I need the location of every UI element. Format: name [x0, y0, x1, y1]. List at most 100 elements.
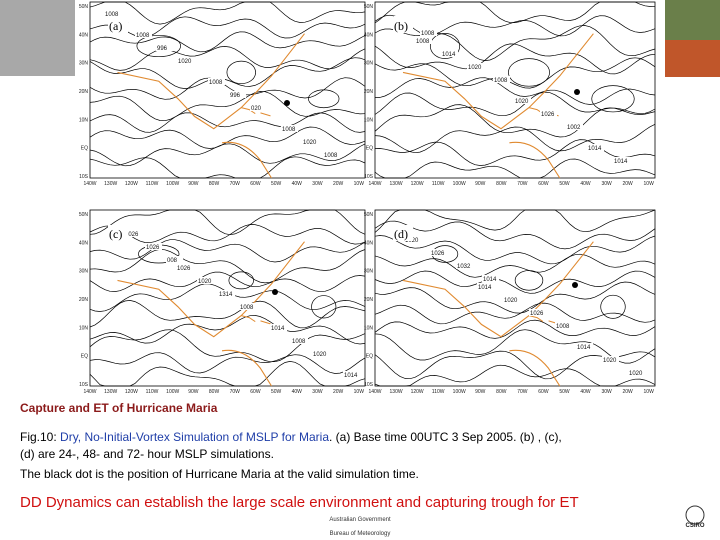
coastline [402, 33, 594, 130]
label-bg [602, 356, 619, 363]
caption-highlight: Dry, No-Initial-Vortex Simulation of MSL… [60, 430, 329, 444]
contour-label: 1026 [146, 245, 160, 251]
lon-label: 90W [188, 389, 199, 395]
contour-label: 1008 [105, 12, 119, 18]
lon-label: 20W [622, 181, 633, 187]
contour-label: 1008 [282, 127, 296, 133]
contour-label: 1008 [209, 80, 223, 86]
panel-label: (d) [394, 227, 408, 241]
lat-label: EQ [81, 146, 88, 152]
label-bg [145, 243, 162, 250]
isobar-closed [226, 60, 256, 85]
lon-label: 30W [601, 389, 612, 395]
lon-label: 20W [333, 181, 344, 187]
label-bg [467, 63, 484, 70]
lon-label: 110W [146, 389, 159, 395]
contour-label: 1008 [416, 39, 430, 45]
label-bg [555, 322, 572, 329]
contour-label: 1026 [530, 311, 544, 317]
isobar [89, 300, 366, 329]
contour-label: 1014 [588, 146, 602, 152]
hurricane-position [284, 100, 290, 106]
lat-label: 10N [79, 325, 89, 331]
corner-block [0, 0, 75, 76]
label-bg [239, 303, 256, 310]
contour-label: 1008 [136, 33, 150, 39]
lat-label: EQ [366, 354, 373, 360]
lat-label: 40N [364, 240, 374, 246]
coastline [509, 349, 561, 387]
lon-label: 90W [475, 181, 486, 187]
label-bg [208, 78, 225, 85]
lat-label: 10N [364, 325, 374, 331]
panel-label: (b) [394, 19, 408, 33]
contour-label: 1008 [292, 339, 306, 345]
label-bg [540, 110, 557, 117]
isobar [374, 1, 656, 24]
contour-label: 1020 [303, 140, 317, 146]
lat-label: 50N [364, 212, 374, 218]
photo-fire [665, 40, 720, 77]
lon-label: 100W [166, 389, 179, 395]
label-bg [312, 350, 329, 357]
caption-rest: . (a) Base time 00UTC 3 Sep 2005. (b) , … [329, 430, 562, 444]
contour-label: 1020 [468, 65, 482, 71]
lat-label: 20N [79, 89, 89, 95]
isobar [374, 364, 656, 387]
lon-label: 50W [559, 389, 570, 395]
coastline [509, 141, 561, 179]
contour-label: 1014 [442, 52, 456, 58]
photo-forest [665, 0, 720, 40]
lon-label: 130W [390, 389, 403, 395]
isobar [374, 77, 656, 105]
lon-label: 20W [333, 389, 344, 395]
isobar [89, 249, 366, 284]
label-bg [493, 76, 510, 83]
lat-label: 10N [364, 117, 374, 123]
panel-label-bg [108, 225, 128, 241]
isobar [374, 123, 656, 154]
isobar [374, 43, 656, 75]
contour-label: 1314 [219, 292, 233, 298]
label-bg [420, 29, 437, 36]
isobar [89, 112, 366, 133]
note: The black dot is the position of Hurrica… [20, 467, 419, 481]
label-bg [343, 371, 360, 378]
isobar [374, 104, 656, 138]
label-bg [176, 264, 193, 271]
lat-label: 10N [79, 117, 89, 123]
contour-label: 1026 [177, 266, 191, 272]
isobar-closed [600, 294, 626, 319]
label-bg [166, 256, 183, 263]
logo-gov: Australian Government [329, 517, 391, 523]
label-bg [503, 296, 520, 303]
label-bg [218, 290, 235, 297]
lon-label: 70W [517, 181, 528, 187]
lon-label: 10W [644, 181, 655, 187]
isobar [374, 209, 656, 233]
lat-label: 50N [364, 4, 374, 10]
contour-label: 1020 [515, 99, 529, 105]
isobar [89, 31, 366, 53]
label-bg [177, 57, 194, 64]
panel-label-bg [393, 17, 413, 33]
lat-label: 20N [364, 89, 374, 95]
lat-label: 30N [364, 269, 374, 275]
lon-label: 120W [125, 181, 138, 187]
isobar [89, 46, 366, 71]
isobar [374, 220, 656, 250]
lat-label: 30N [364, 61, 374, 67]
label-bg [156, 44, 173, 51]
coastline [221, 349, 272, 387]
contour-label: 1032 [457, 264, 471, 270]
label-bg [456, 262, 473, 269]
label-bg [124, 230, 141, 237]
lat-label: 30N [79, 61, 89, 67]
lat-label: 20N [79, 297, 89, 303]
isobar [374, 158, 656, 179]
lon-label: 60W [538, 181, 549, 187]
coastline [221, 141, 272, 179]
isobar [89, 361, 366, 387]
panel-label: (a) [109, 19, 122, 33]
isobar [89, 352, 366, 374]
